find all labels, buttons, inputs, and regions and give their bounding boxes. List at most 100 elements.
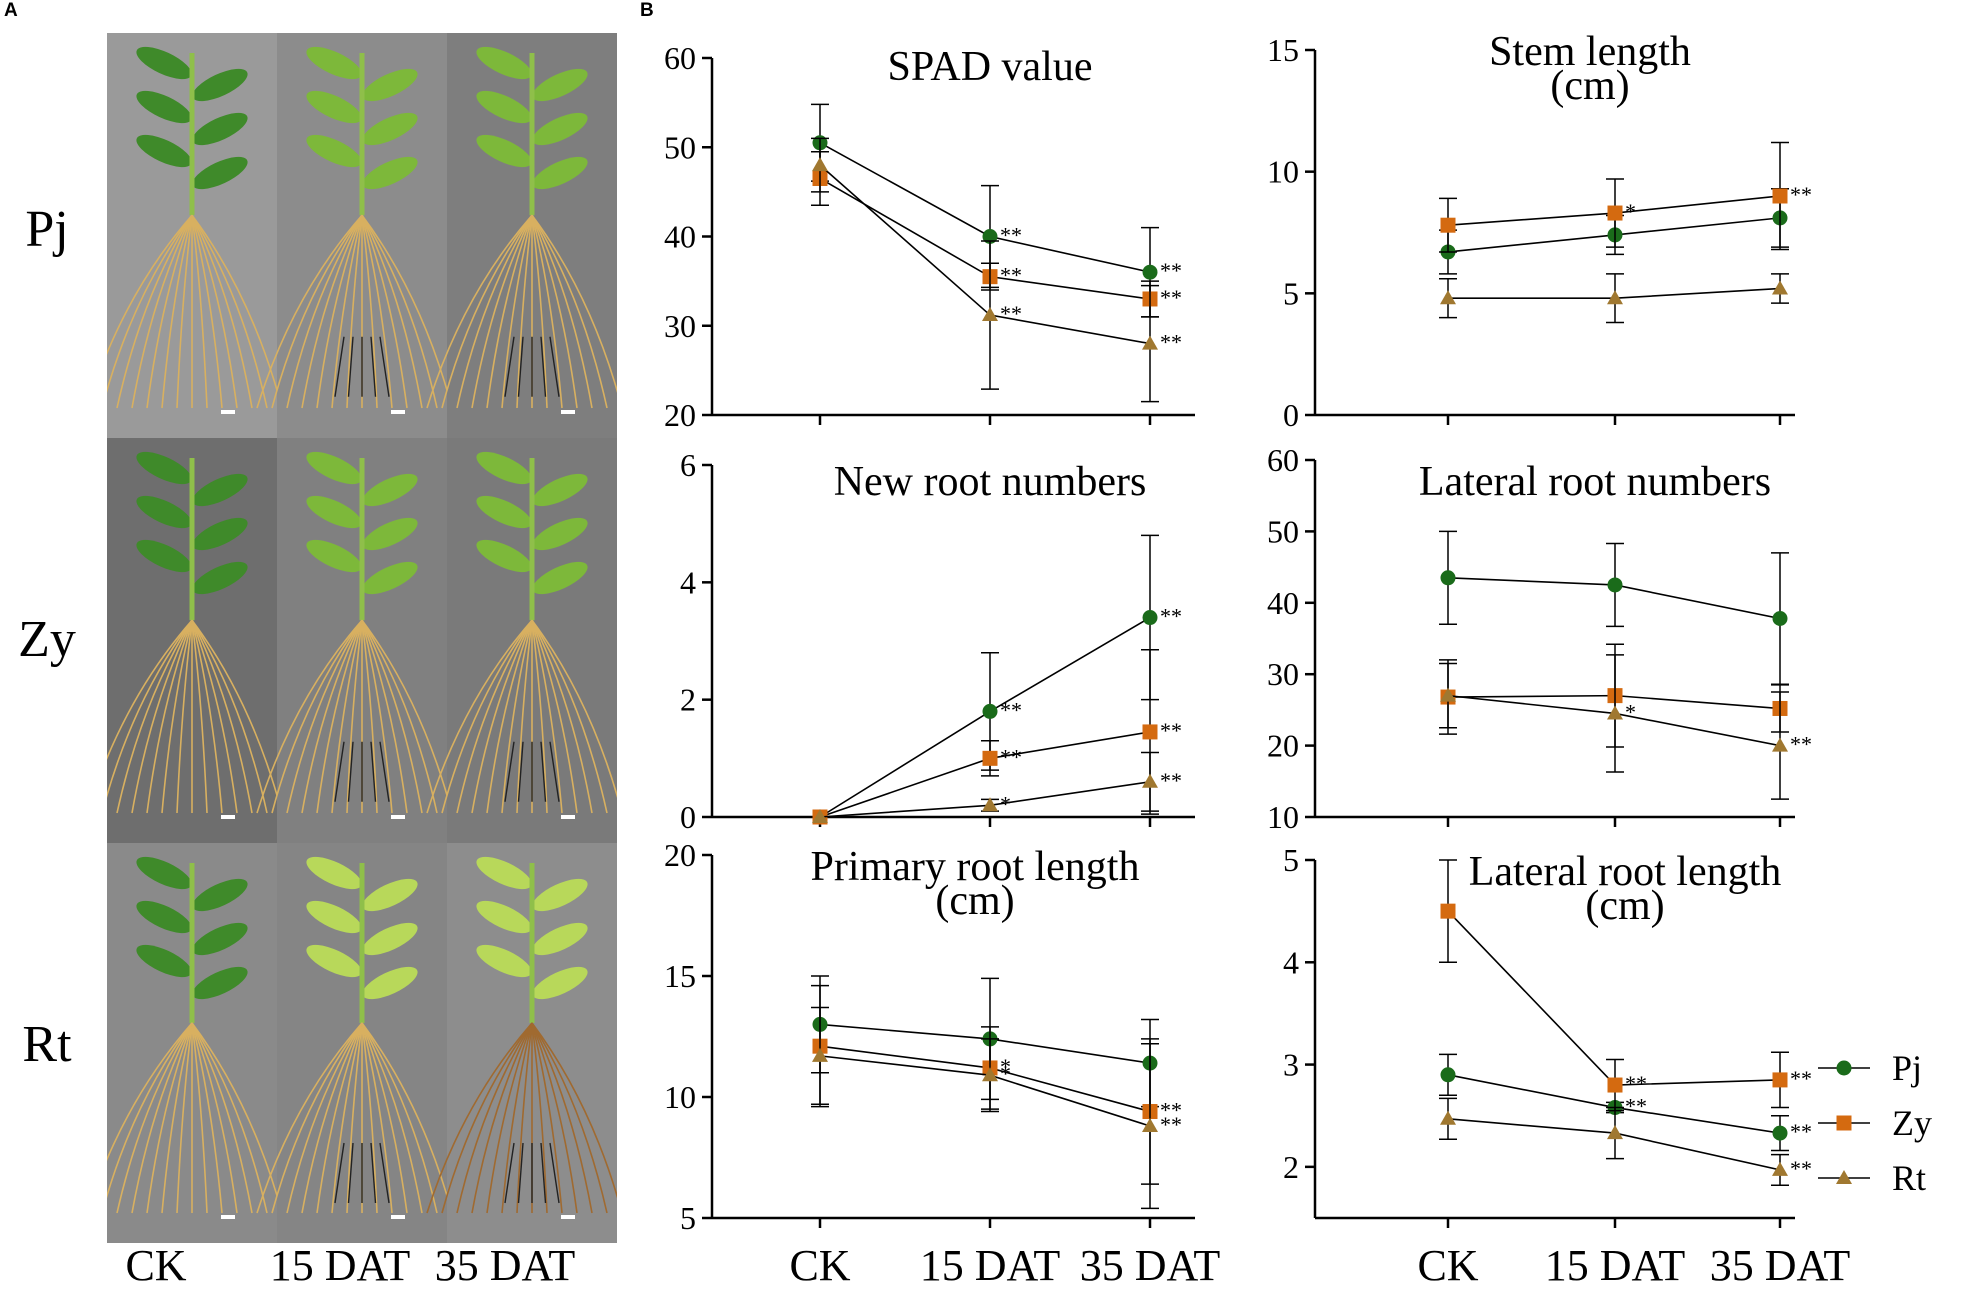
y-tick-label: 30 — [664, 308, 696, 344]
leaf-shape — [532, 517, 588, 551]
root-strand — [361, 1022, 378, 1214]
series-zy: ** ** — [811, 150, 1182, 318]
root-strand — [531, 1022, 563, 1214]
legend-marker-pj — [1836, 1060, 1852, 1076]
root-strand — [191, 215, 208, 409]
series-rt: *** — [811, 1006, 1182, 1210]
series-zy: **** — [1439, 859, 1812, 1112]
series-rt: *** — [1439, 654, 1812, 800]
data-point-rt — [1142, 773, 1158, 788]
y-tick-label: 20 — [664, 397, 696, 433]
scale-bar — [391, 815, 405, 819]
significance-label: * — [1000, 1061, 1011, 1086]
root-strand — [331, 215, 363, 409]
root-strand — [361, 214, 408, 409]
leaf-shape — [532, 473, 588, 507]
root-strand — [176, 1022, 193, 1214]
y-tick-label: 3 — [1283, 1047, 1299, 1083]
significance-label: ** — [1790, 732, 1812, 757]
significance-label: ** — [1000, 263, 1022, 288]
leaf-shape — [532, 112, 588, 146]
root-strand — [501, 1022, 533, 1214]
data-point-pj — [1142, 610, 1158, 626]
root-strand — [361, 214, 453, 409]
data-point-rt — [1607, 290, 1623, 305]
leaf-shape — [532, 156, 588, 190]
data-point-pj — [1607, 577, 1623, 593]
data-point-rt — [812, 157, 828, 172]
dark-root-strand — [370, 1142, 377, 1204]
leaf-shape — [362, 878, 418, 912]
leaf-shape — [306, 539, 362, 573]
leaf-shape — [532, 966, 588, 1000]
root-strand — [161, 215, 193, 409]
root-strand — [361, 1022, 453, 1214]
data-point-pj — [1772, 1125, 1788, 1141]
scale-bar — [561, 815, 575, 819]
leaf-shape — [192, 878, 248, 912]
data-point-pj — [1440, 1067, 1456, 1083]
series-pj: **** — [1439, 1053, 1812, 1152]
significance-label: * — [1625, 199, 1636, 224]
root-strand — [471, 1022, 533, 1214]
significance-label: ** — [1160, 285, 1182, 310]
root-strand — [161, 1022, 193, 1214]
significance-label: ** — [1000, 223, 1022, 248]
root-strand — [346, 215, 363, 409]
root-strand — [361, 1022, 438, 1214]
series-zy: *** — [811, 984, 1182, 1185]
root-strand — [441, 214, 533, 409]
y-tick-label: 15 — [1267, 32, 1299, 68]
root-strand — [361, 619, 453, 814]
data-point-rt — [1440, 687, 1456, 702]
leaf-shape — [192, 156, 248, 190]
scale-bar — [391, 410, 405, 414]
leaf-shape — [532, 561, 588, 595]
series-rt: *** — [812, 751, 1182, 823]
root-strand — [191, 620, 208, 814]
data-point-pj — [982, 703, 998, 719]
significance-label: ** — [1160, 1098, 1182, 1123]
root-strand — [316, 1022, 363, 1214]
root-strand — [486, 1022, 533, 1214]
significance-label: ** — [1625, 1094, 1647, 1119]
series-rt: ** — [1439, 1097, 1812, 1187]
y-tick-label: 50 — [664, 129, 696, 165]
dark-root-strand — [517, 1142, 524, 1204]
legend-label-rt: Rt — [1892, 1158, 1926, 1198]
leaf-shape — [192, 112, 248, 146]
root-strand — [116, 1022, 193, 1214]
leaf-shape — [476, 539, 532, 573]
series-line-zy — [819, 731, 1151, 818]
root-strand — [361, 619, 423, 814]
root-strand — [426, 214, 533, 409]
chart-title-primary: (cm) — [935, 878, 1014, 924]
root-strand — [331, 1022, 363, 1214]
leaf-shape — [136, 90, 192, 124]
y-tick-label: 10 — [1267, 154, 1299, 190]
root-strand — [531, 620, 548, 814]
series-pj — [1439, 187, 1789, 275]
significance-label: ** — [1160, 1112, 1182, 1137]
data-point-rt — [1440, 1110, 1456, 1125]
dark-root-strand — [347, 1142, 354, 1204]
dark-root-strand — [540, 741, 547, 802]
root-strand — [486, 214, 533, 409]
root-strand — [191, 214, 238, 409]
y-tick-label: 2 — [1283, 1149, 1299, 1185]
leaf-shape — [306, 944, 362, 978]
y-tick-label: 2 — [680, 682, 696, 718]
root-strand — [361, 1022, 408, 1214]
leaf-shape — [476, 944, 532, 978]
y-tick-label: 5 — [1283, 842, 1299, 878]
leaf-shape — [362, 561, 418, 595]
root-strand — [441, 619, 533, 814]
chart-title-lateral: (cm) — [1585, 883, 1664, 929]
root-strand — [271, 1022, 363, 1214]
leaf-shape — [476, 900, 532, 934]
significance-label: ** — [1000, 697, 1022, 722]
leaf-shape — [362, 112, 418, 146]
root-strand — [191, 1022, 283, 1214]
plant-photos — [86, 33, 623, 1243]
